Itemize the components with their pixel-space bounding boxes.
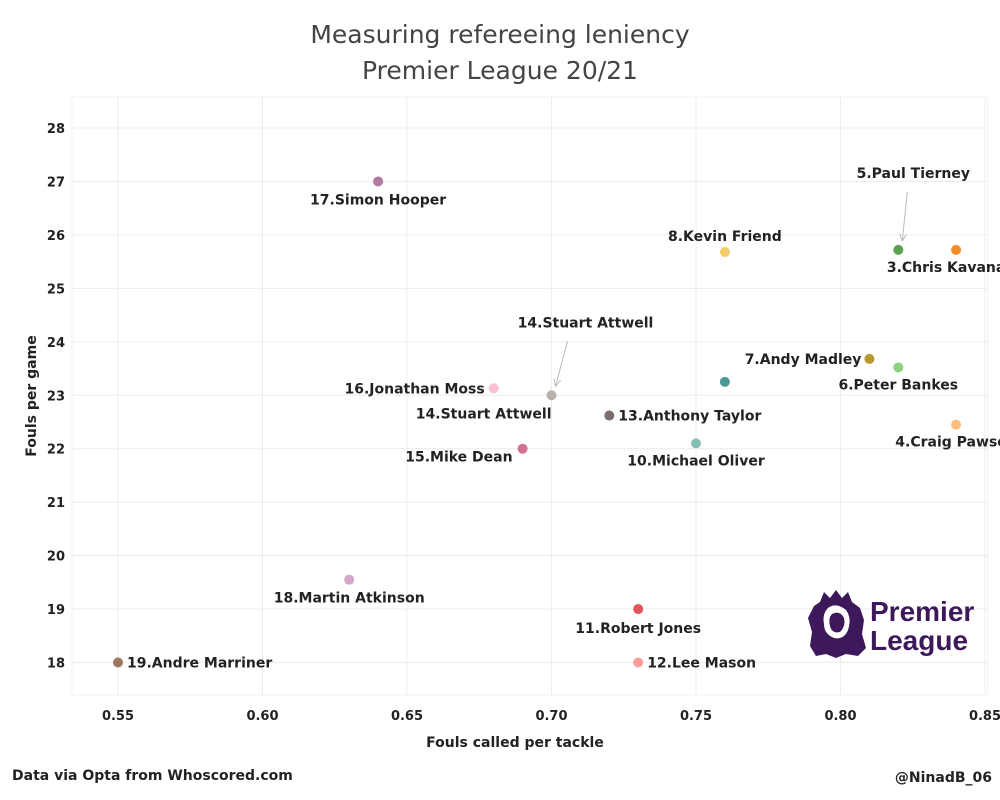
plot-area bbox=[71, 96, 989, 696]
data-point bbox=[719, 247, 730, 258]
y-tick-label: 23 bbox=[47, 389, 65, 404]
data-point bbox=[864, 353, 875, 364]
x-tick-label: 0.80 bbox=[824, 709, 856, 724]
data-point bbox=[893, 244, 904, 255]
data-point bbox=[604, 410, 615, 421]
y-tick-label: 24 bbox=[47, 336, 65, 351]
data-point bbox=[488, 383, 499, 394]
data-point bbox=[893, 362, 904, 373]
grid bbox=[71, 96, 989, 696]
data-point bbox=[517, 443, 528, 454]
y-tick-label: 28 bbox=[47, 122, 65, 137]
annotation-arrows bbox=[553, 191, 908, 388]
data-point bbox=[691, 438, 701, 449]
author-credit: @NinadB_06 bbox=[894, 770, 992, 786]
y-tick-label: 19 bbox=[47, 603, 65, 618]
x-axis-label: Fouls called per tackle bbox=[426, 735, 604, 751]
x-tick-label: 0.85 bbox=[969, 709, 1000, 724]
point-label-secondary: 14.Stuart Attwell bbox=[416, 406, 552, 422]
x-tick-label: 0.75 bbox=[680, 709, 712, 724]
point-label: 14.Stuart Attwell bbox=[518, 315, 654, 331]
data-point bbox=[344, 574, 355, 585]
y-tick-label: 18 bbox=[47, 657, 65, 672]
logo-text-league: League bbox=[870, 625, 968, 656]
annotation-arrow-line bbox=[901, 191, 908, 241]
point-label: 5.Paul Tierney bbox=[857, 166, 970, 182]
point-label: 18.Martin Atkinson bbox=[274, 591, 425, 607]
annotation-arrow-head bbox=[553, 378, 562, 388]
point-label: 19.Andre Marriner bbox=[127, 656, 272, 672]
tick-labels: 0.550.600.650.700.750.800.850.900.951.00… bbox=[47, 122, 1000, 724]
annotation-arrow-line bbox=[555, 341, 568, 387]
data-point bbox=[719, 376, 730, 387]
point-label: 8.Kevin Friend bbox=[668, 229, 782, 245]
data-point bbox=[113, 657, 123, 668]
chart-subtitle: Premier League 20/21 bbox=[362, 56, 638, 85]
y-tick-label: 22 bbox=[47, 443, 65, 458]
source-note: Data via Opta from Whoscored.com bbox=[12, 768, 293, 784]
y-tick-label: 20 bbox=[47, 550, 65, 565]
y-tick-label: 25 bbox=[47, 282, 65, 297]
point-label: 3.Chris Kavanagh bbox=[887, 260, 1000, 276]
y-tick-label: 27 bbox=[47, 175, 65, 190]
data-point bbox=[951, 419, 962, 430]
logo-text-premier: Premier bbox=[870, 596, 974, 627]
point-label: 6.Peter Bankes bbox=[838, 377, 958, 393]
point-labels: 1.David Coote2.Darren England3.Chris Kav… bbox=[127, 166, 1000, 672]
point-label: 17.Simon Hooper bbox=[310, 192, 446, 208]
y-axis-label: Fouls per game bbox=[24, 335, 40, 456]
annotation-arrow-head bbox=[899, 233, 907, 242]
data-point bbox=[633, 604, 644, 615]
data-point bbox=[546, 390, 557, 401]
y-tick-label: 26 bbox=[47, 229, 65, 244]
point-label: 15.Mike Dean bbox=[405, 450, 512, 466]
lion-icon bbox=[808, 590, 866, 658]
x-tick-label: 0.70 bbox=[535, 709, 567, 724]
premier-league-logo: Premier League bbox=[808, 590, 974, 658]
x-tick-label: 0.55 bbox=[102, 709, 134, 724]
chart-title: Measuring refereeing leniency bbox=[310, 20, 690, 49]
data-point bbox=[951, 244, 962, 255]
x-tick-label: 0.60 bbox=[246, 709, 278, 724]
data-points bbox=[113, 176, 962, 668]
x-tick-label: 0.65 bbox=[391, 709, 423, 724]
y-tick-label: 21 bbox=[47, 496, 65, 511]
point-label: 7.Andy Madley bbox=[745, 352, 862, 368]
point-label: 16.Jonathan Moss bbox=[344, 381, 484, 397]
point-label: 11.Robert Jones bbox=[575, 621, 701, 637]
point-label: 10.Michael Oliver bbox=[627, 453, 765, 469]
data-point bbox=[633, 657, 644, 668]
data-point bbox=[373, 176, 384, 187]
point-label: 13.Anthony Taylor bbox=[618, 409, 761, 425]
point-label: 4.Craig Pawson bbox=[895, 435, 1000, 451]
point-label: 12.Lee Mason bbox=[647, 656, 756, 672]
